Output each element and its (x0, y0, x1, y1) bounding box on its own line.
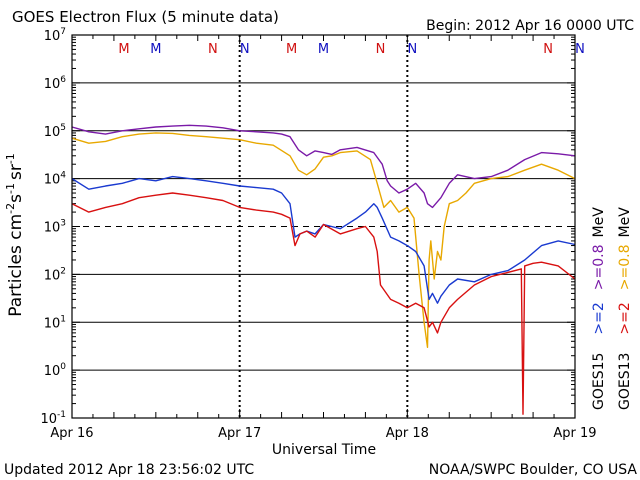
x-tick-label: Apr 19 (553, 426, 596, 441)
x-tick-label: Apr 17 (218, 426, 261, 441)
legend-goes15: GOES15 >=2 >=0.8 MeV (591, 207, 607, 410)
chart-title: GOES Electron Flux (5 minute data) (12, 8, 279, 26)
y-axis-label: Particles cm-2s-1sr-1 (4, 153, 26, 317)
series-goes15_2 (71, 175, 576, 304)
marker-m: M (150, 42, 161, 57)
series-lines (71, 124, 576, 415)
marker-n: N (240, 42, 250, 57)
y-tick-label: 103 (44, 219, 66, 236)
legend-goes15-sat: GOES15 (591, 353, 607, 410)
legend-goes15-unit: MeV (591, 207, 607, 238)
y-tick-label: 101 (44, 314, 66, 331)
plot-frame (71, 34, 576, 419)
credit-label: NOAA/SWPC Boulder, CO USA (429, 462, 638, 478)
legend-goes13-unit: MeV (617, 207, 633, 238)
marker-m: M (318, 42, 329, 57)
legend-goes15-e08: >=0.8 (591, 244, 607, 290)
marker-n: N (407, 42, 417, 57)
y-tick-label: 107 (44, 27, 66, 44)
legend: GOES15 >=2 >=0.8 MeV GOES13 >=2 >=0.8 MeV (591, 207, 633, 410)
grid-lines (71, 35, 576, 419)
marker-n: N (575, 42, 585, 57)
marker-m: M (286, 42, 297, 57)
y-tick-label: 10-1 (40, 410, 66, 427)
begin-label: Begin: 2012 Apr 16 0000 UTC (426, 18, 634, 34)
x-tick-labels: Apr 16 Apr 17 Apr 18 Apr 19 (50, 426, 596, 441)
y-tick-label: 106 (44, 75, 67, 92)
y-tick-label: 102 (44, 266, 66, 283)
marker-n: N (208, 42, 218, 57)
legend-goes15-e2: >=2 (591, 302, 607, 334)
series-goes13_2 (71, 192, 576, 415)
marker-n: N (543, 42, 553, 57)
y-tick-labels: 107 106 105 104 103 102 101 100 10-1 (40, 27, 66, 427)
y-tick-label: 105 (44, 123, 66, 140)
x-tick-label: Apr 16 (50, 426, 93, 441)
legend-goes13-e08: >=0.8 (617, 244, 633, 290)
series-goes13_08 (71, 132, 576, 348)
legend-goes13-sat: GOES13 (617, 353, 633, 410)
x-tick-label: Apr 18 (386, 426, 429, 441)
marker-m: M (118, 42, 129, 57)
updated-label: Updated 2012 Apr 18 23:56:02 UTC (4, 462, 254, 478)
x-axis-label: Universal Time (272, 442, 376, 458)
series-goes15_08 (71, 124, 576, 209)
y-tick-label: 100 (44, 362, 67, 379)
y-tick-label: 104 (44, 171, 67, 188)
marker-n: N (376, 42, 386, 57)
legend-goes13: GOES13 >=2 >=0.8 MeV (617, 207, 633, 410)
legend-goes13-e2: >=2 (617, 302, 633, 334)
